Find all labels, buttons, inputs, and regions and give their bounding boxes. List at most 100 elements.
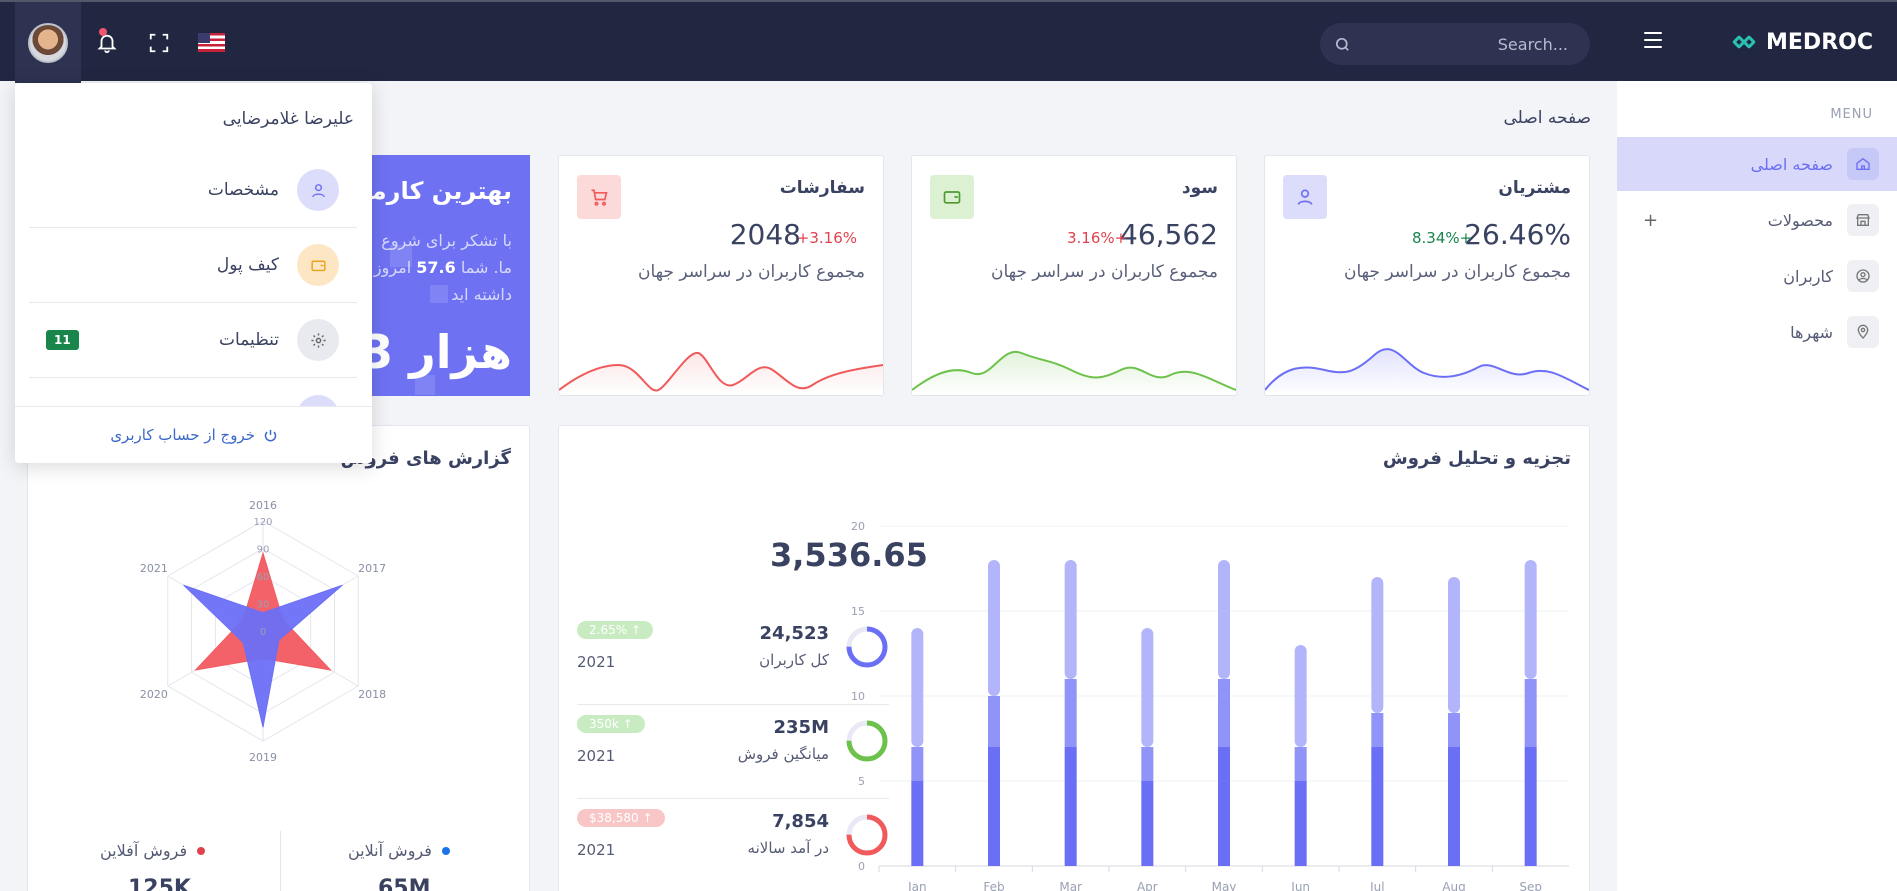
- bar-segment: [1448, 747, 1460, 866]
- divider: [280, 831, 281, 891]
- sidebar-item-cities[interactable]: شهرها: [1617, 305, 1897, 359]
- sidebar-item-products[interactable]: + محصولات: [1617, 193, 1897, 247]
- bar-segment: [1218, 560, 1230, 679]
- wallet-icon: [297, 244, 339, 286]
- bar-segment: [911, 747, 924, 781]
- bar-segment: [1141, 628, 1154, 747]
- radar-category-label: 2019: [249, 751, 277, 764]
- store-icon: [1847, 204, 1879, 236]
- bar-segment: [1294, 747, 1307, 781]
- kpi-badge: 350k ↑: [577, 715, 645, 733]
- bar-segment: [1294, 645, 1307, 747]
- x-tick-label: May: [1212, 880, 1237, 891]
- radar-tick-label: 30: [257, 600, 270, 611]
- progress-ring: [846, 626, 888, 668]
- promo-value: 4.3 هزار: [370, 325, 512, 379]
- home-icon: [1847, 148, 1879, 180]
- radar-tick-label: 90: [257, 545, 270, 556]
- legend-dot: [441, 846, 450, 855]
- offline-sales-value: 125K: [128, 876, 191, 891]
- brand-logo[interactable]: MEDROC: [1731, 30, 1873, 55]
- logout-button[interactable]: خروج از حساب کاربری: [15, 406, 372, 463]
- promo-line: ما. شما 57.6 امروز: [374, 254, 512, 281]
- logout-label: خروج از حساب کاربری: [110, 426, 255, 444]
- notification-button[interactable]: [81, 2, 133, 83]
- stat-change: 8.34%+: [1412, 229, 1473, 247]
- search-input[interactable]: [1368, 34, 1568, 54]
- user-avatar-button[interactable]: [15, 2, 81, 83]
- top-navbar: MEDROC: [0, 0, 1897, 83]
- bar-segment: [1371, 713, 1384, 747]
- menu-item-profile[interactable]: مشخصات: [29, 153, 357, 228]
- x-tick-label: Apr: [1137, 880, 1158, 891]
- sidebar-item-home[interactable]: صفحه اصلی: [1617, 137, 1897, 191]
- radar-category-label: 2018: [358, 688, 386, 701]
- sparkline-chart: [559, 351, 883, 395]
- stat-change: +3.16%: [796, 229, 857, 247]
- settings-badge: 11: [46, 330, 79, 350]
- top-actions: [15, 2, 237, 83]
- menu-item-settings[interactable]: 11 تنظیمات: [29, 303, 357, 378]
- bar-segment: [1294, 781, 1307, 866]
- language-button[interactable]: [185, 2, 237, 83]
- sidebar-item-users[interactable]: کاربران: [1617, 249, 1897, 303]
- kpi-label: کل کاربران: [759, 651, 829, 669]
- stat-title: سود: [1181, 178, 1218, 198]
- map-pin-icon: [1847, 316, 1879, 348]
- wallet-icon: [930, 175, 974, 219]
- legend-online: فروش آنلاین: [348, 841, 450, 860]
- sidebar-item-label: شهرها: [1790, 322, 1833, 342]
- us-flag-icon: [197, 33, 225, 52]
- sales-reports-card: گزارش های فروش 0 30 60 90 120 2016 2017 2018 201…: [27, 425, 530, 891]
- kpi-year: 2021: [577, 747, 616, 765]
- bar-segment: [1064, 747, 1077, 866]
- bar-segment: [988, 560, 1000, 696]
- promo-highlight: 57.6: [416, 258, 456, 277]
- sidebar-item-label: محصولات: [1767, 210, 1833, 230]
- kpi-label: میانگین فروش: [737, 745, 829, 763]
- bar-segment: [1141, 747, 1154, 781]
- stat-value: 26.46%: [1464, 218, 1571, 251]
- bar-segment: [1448, 713, 1460, 747]
- x-tick-label: Sep: [1519, 880, 1542, 891]
- logo-icon: [1731, 31, 1758, 55]
- promo-line: با تشکر برای شروع: [381, 231, 512, 250]
- bar-segment: [911, 628, 924, 747]
- radar-series: [183, 584, 343, 728]
- radar-tick-label: 60: [257, 572, 270, 583]
- bar-segment: [1524, 747, 1537, 866]
- kpi-value: 235M: [773, 717, 830, 738]
- page-title: صفحه اصلی: [1503, 108, 1591, 128]
- stat-subtitle: مجموع کاربران در سراسر جهان: [637, 262, 865, 282]
- search-box: [1320, 23, 1590, 65]
- expand-icon[interactable]: +: [1643, 209, 1659, 231]
- sales-radar-chart: 0 30 60 90 120 2016 2017 2018 2019 2020 2021: [140, 499, 386, 764]
- menu-item-label: کیف پول: [216, 255, 279, 275]
- bell-icon: [97, 34, 117, 53]
- stat-card-orders: سفارشات 2048 +3.16% مجموع کاربران در سرا…: [558, 155, 884, 396]
- stat-subtitle: مجموع کاربران در سراسر جهان: [990, 262, 1218, 282]
- avatar: [28, 22, 68, 63]
- stat-card-customers: مشتریان 26.46% 8.34%+ مجموع کاربران در س…: [1264, 155, 1590, 396]
- search-icon[interactable]: [1334, 36, 1351, 53]
- legend-dot: [197, 846, 206, 855]
- cart-icon: [577, 175, 621, 219]
- bar-segment: [1371, 577, 1384, 713]
- menu-item-wallet[interactable]: کیف پول: [29, 228, 357, 303]
- legend-label: فروش آنلاین: [348, 841, 432, 860]
- kpi-badge: 2.65% ↑: [577, 621, 653, 639]
- x-tick-label: Mar: [1059, 880, 1082, 891]
- fullscreen-icon: [149, 33, 169, 52]
- sidebar: MENU صفحه اصلی + محصولات کاربران شهرها: [1617, 81, 1897, 891]
- online-sales-value: 65M: [378, 876, 431, 891]
- kpi-year: 2021: [577, 841, 616, 859]
- bar-segment: [1141, 781, 1154, 866]
- stat-value: 46,562: [1120, 218, 1218, 251]
- legend-offline: فروش آفلاین: [100, 841, 206, 860]
- promo-title: بهترین کارمند: [370, 177, 512, 205]
- menu-toggle-button[interactable]: [1644, 32, 1662, 48]
- bar-segment: [1524, 679, 1537, 747]
- user-icon: [1283, 175, 1327, 219]
- kpi-badge: $38,580 ↑: [577, 809, 665, 827]
- fullscreen-button[interactable]: [133, 2, 185, 83]
